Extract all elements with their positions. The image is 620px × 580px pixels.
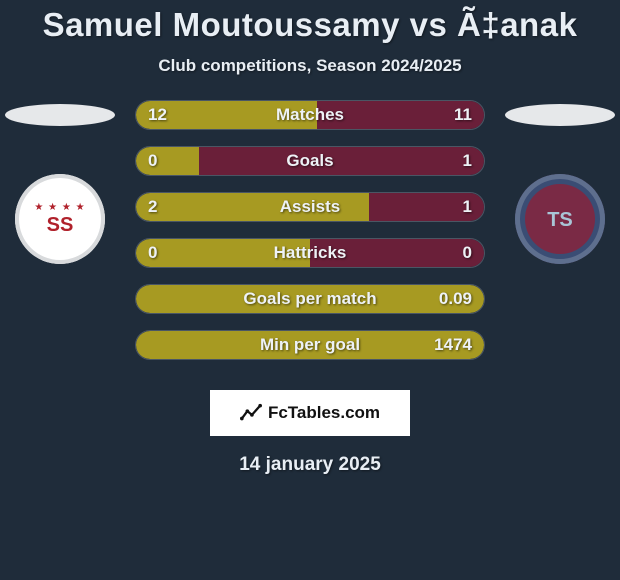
stat-row: 1474Min per goal	[135, 330, 485, 360]
stat-bars: 1211Matches 01Goals 21Assists 00Hattricks 0.…	[135, 100, 485, 360]
stat-label: Goals	[136, 147, 484, 175]
stat-label: Hattricks	[136, 239, 484, 267]
page-title: Samuel Moutoussamy vs Ã‡anak	[0, 0, 620, 44]
stat-label: Assists	[136, 193, 484, 221]
source-logo-icon	[240, 402, 262, 424]
date-label: 14 january 2025	[0, 454, 620, 476]
crest-left-stars: ★ ★ ★ ★	[34, 203, 85, 213]
ellipse-left	[5, 104, 115, 126]
stat-label: Goals per match	[136, 285, 484, 313]
stat-label: Matches	[136, 101, 484, 129]
crest-right-mono: TS	[547, 210, 573, 230]
club-crest-left: ★ ★ ★ ★ SS	[15, 174, 105, 264]
crest-left-mono: SS	[47, 215, 74, 235]
stat-label: Min per goal	[136, 331, 484, 359]
club-crest-right: TS	[515, 174, 605, 264]
comparison-card: Samuel Moutoussamy vs Ã‡anak Club compet…	[0, 0, 620, 580]
flank-left: ★ ★ ★ ★ SS	[0, 100, 120, 370]
stat-row: 21Assists	[135, 192, 485, 222]
stat-row: 01Goals	[135, 146, 485, 176]
flank-right: TS	[500, 100, 620, 370]
stat-row: 0.09Goals per match	[135, 284, 485, 314]
chart-area: ★ ★ ★ ★ SS 1211Matches 01Goals 21Assists 00…	[0, 100, 620, 370]
subtitle: Club competitions, Season 2024/2025	[0, 56, 620, 76]
source-logo-text: FcTables.com	[268, 403, 380, 423]
stat-row: 00Hattricks	[135, 238, 485, 268]
source-logo: FcTables.com	[210, 390, 410, 436]
ellipse-right	[505, 104, 615, 126]
stat-row: 1211Matches	[135, 100, 485, 130]
